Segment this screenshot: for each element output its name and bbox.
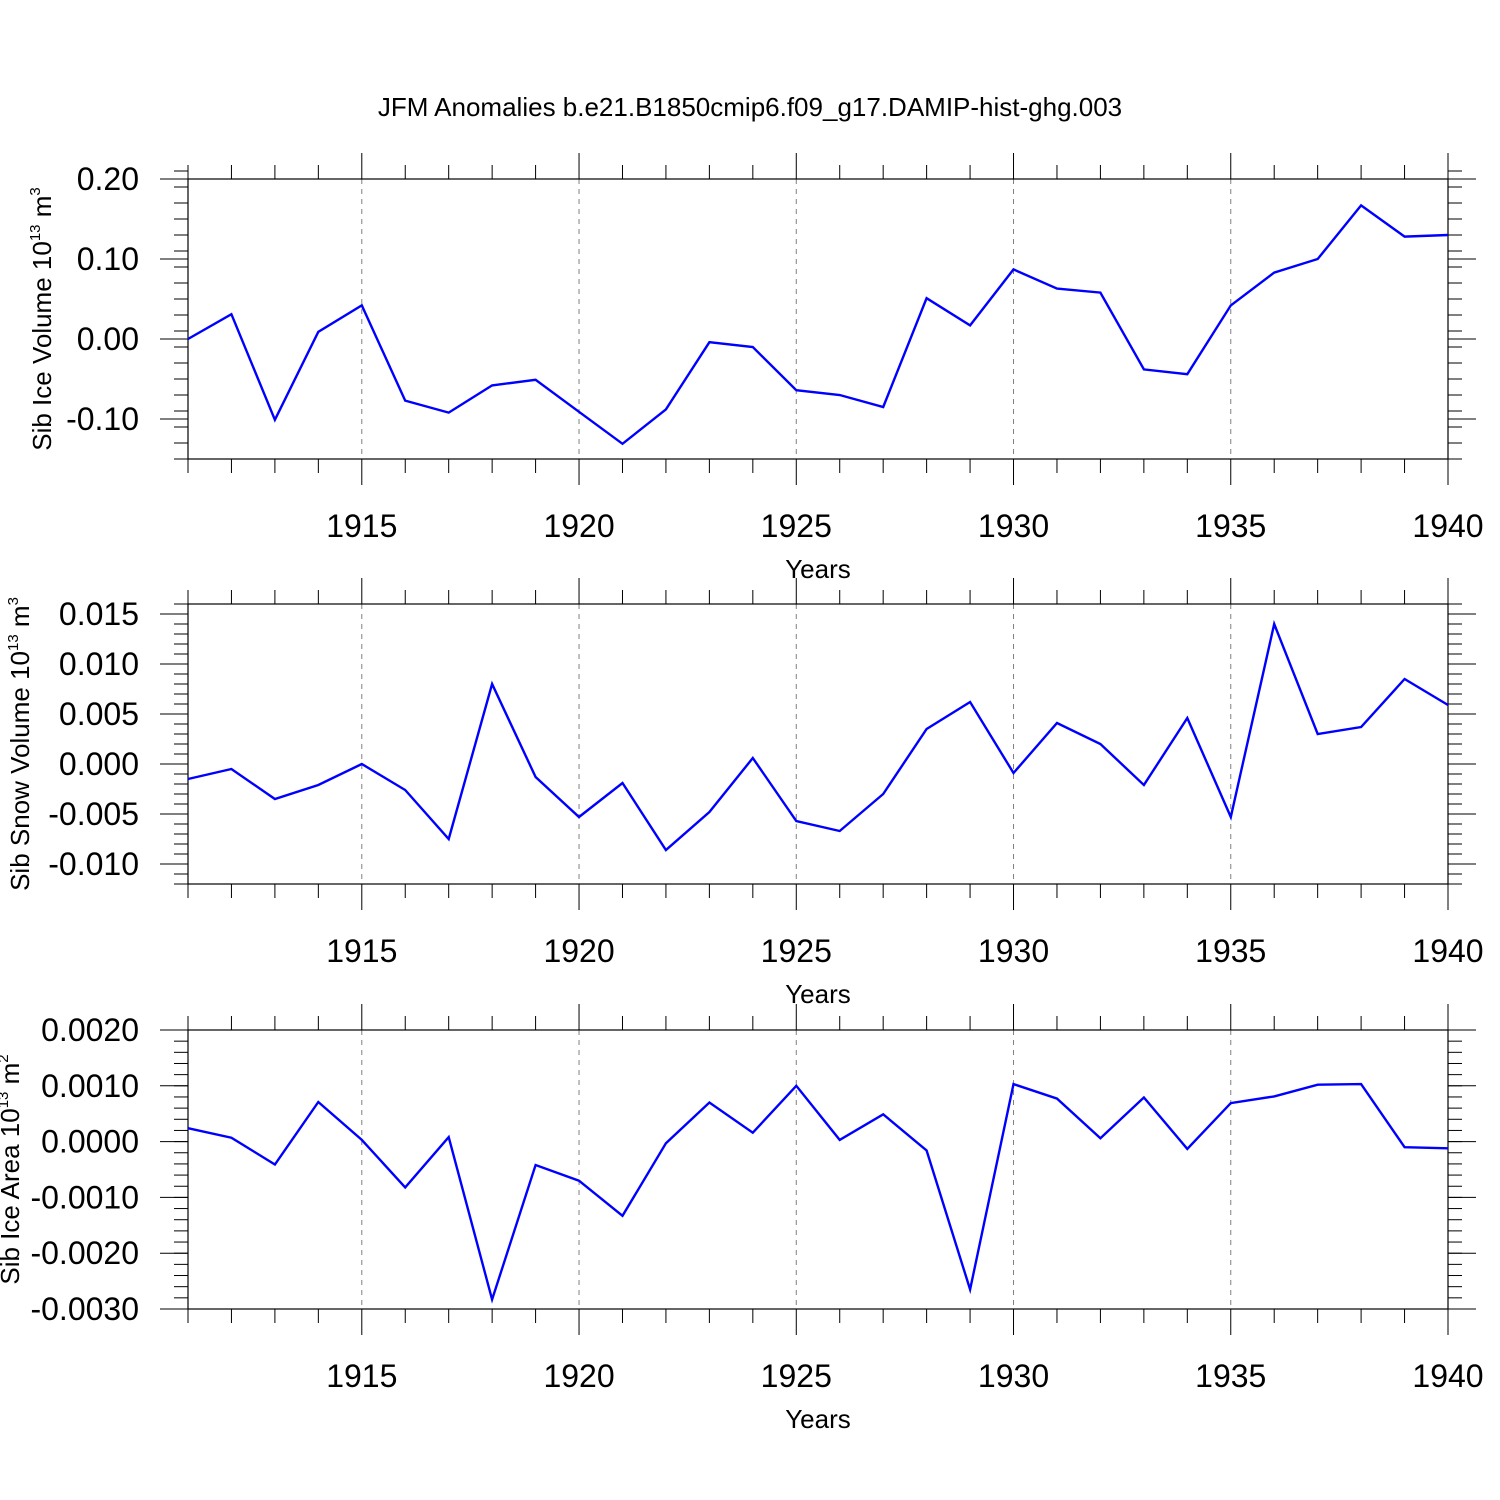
- x-tick-label: 1915: [326, 933, 397, 969]
- series-line: [187, 203, 1449, 446]
- y-tick-label: -0.010: [48, 846, 139, 882]
- x-tick-label: 1940: [1412, 1358, 1483, 1394]
- y-tick-label: 0.005: [59, 696, 139, 732]
- x-tick-label: 1935: [1195, 508, 1266, 544]
- x-tick-label: 1925: [761, 933, 832, 969]
- y-axis-title-exponent: 13: [27, 224, 44, 241]
- y-tick-label: 0.0000: [41, 1124, 139, 1160]
- x-axis-title: Years: [785, 554, 851, 584]
- y-tick-label: -0.0030: [30, 1291, 139, 1327]
- x-tick-label: 1920: [543, 1358, 614, 1394]
- x-axis-title: Years: [785, 1404, 851, 1434]
- x-tick-label: 1930: [978, 508, 1049, 544]
- x-axis-title: Years: [785, 979, 851, 1009]
- x-tick-label: 1915: [326, 1358, 397, 1394]
- x-tick-label: 1920: [543, 508, 614, 544]
- y-axis-title-unit: m: [5, 605, 35, 634]
- y-axis-title-unit: m: [27, 196, 57, 225]
- y-tick-label: -0.005: [48, 796, 139, 832]
- y-tick-label: -0.0010: [30, 1179, 139, 1215]
- x-tick-label: 1920: [543, 933, 614, 969]
- y-axis-title-unit-exponent: 3: [27, 187, 44, 195]
- y-tick-label: 0.0020: [41, 1012, 139, 1048]
- series-line: [187, 619, 1449, 852]
- y-tick-label: 0.010: [59, 646, 139, 682]
- x-tick-label: 1930: [978, 933, 1049, 969]
- x-tick-label: 1935: [1195, 933, 1266, 969]
- chart-panels: 1915 1920 1925 1930 1935 1940 Years -0.10 0.00 0.…: [0, 153, 1484, 1434]
- x-tick-label: 1925: [761, 508, 832, 544]
- y-tick-label: -0.10: [66, 401, 139, 437]
- x-tick-label: 1940: [1412, 933, 1483, 969]
- y-axis-title-exponent: 13: [5, 634, 22, 651]
- x-tick-label: 1930: [978, 1358, 1049, 1394]
- y-axis-title-exponent: 13: [0, 1092, 12, 1109]
- y-axis-title: Sib Ice Area 1013 m2: [0, 1054, 25, 1284]
- y-tick-label: 0.015: [59, 596, 139, 632]
- y-axis-title-unit-exponent: 3: [5, 597, 22, 605]
- y-axis-title-text: Sib Snow Volume 10: [5, 651, 35, 891]
- chart-panel-3: 1915 1920 1925 1930 1935 1940 Years -0.0030 -0.0…: [0, 1004, 1484, 1434]
- y-tick-label: 0.00: [77, 321, 139, 357]
- y-tick-label: -0.0020: [30, 1235, 139, 1271]
- x-tick-label: 1935: [1195, 1358, 1266, 1394]
- x-tick-label: 1915: [326, 508, 397, 544]
- y-tick-label: 0.10: [77, 241, 139, 277]
- y-axis-title: Sib Snow Volume 1013 m3: [5, 597, 35, 891]
- y-axis-title-unit-exponent: 2: [0, 1054, 12, 1062]
- y-axis-title: Sib Ice Volume 1013 m3: [27, 187, 57, 451]
- y-axis-title-text: Sib Ice Volume 10: [27, 241, 57, 451]
- y-axis-title-unit: m: [0, 1063, 25, 1092]
- chart-title: JFM Anomalies b.e21.B1850cmip6.f09_g17.D…: [378, 92, 1122, 122]
- y-tick-label: 0.20: [77, 161, 139, 197]
- chart-panel-2: 1915 1920 1925 1930 1935 1940 Years -0.010 -0.00…: [5, 578, 1484, 1009]
- plot-border: [187, 178, 1449, 460]
- y-tick-label: 0.000: [59, 746, 139, 782]
- x-tick-label: 1940: [1412, 508, 1483, 544]
- y-axis-title-text: Sib Ice Area 10: [0, 1108, 25, 1284]
- x-tick-label: 1925: [761, 1358, 832, 1394]
- series-line: [187, 1082, 1449, 1304]
- y-tick-label: 0.0010: [41, 1068, 139, 1104]
- plot-border: [187, 1029, 1449, 1310]
